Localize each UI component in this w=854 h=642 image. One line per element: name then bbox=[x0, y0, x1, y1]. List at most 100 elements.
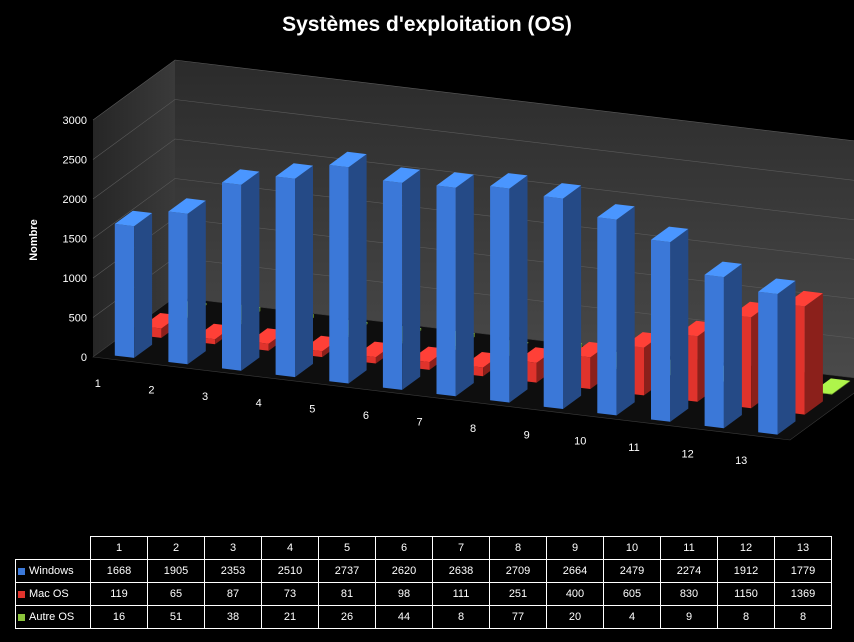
gridline bbox=[92, 138, 854, 221]
table-column-header: 5 bbox=[318, 536, 376, 560]
bar-windows-4 bbox=[275, 163, 313, 378]
table-cell: 77 bbox=[489, 605, 547, 629]
x-tick-label: 3 bbox=[202, 391, 208, 403]
table-cell: 8 bbox=[774, 605, 832, 629]
table-row-header: Autre OS bbox=[15, 605, 91, 629]
bar-windows-11 bbox=[651, 226, 689, 422]
table-cell: 2353 bbox=[204, 559, 262, 583]
bar-side bbox=[777, 280, 796, 435]
x-tick-label: 7 bbox=[416, 417, 422, 429]
table-cell: 51 bbox=[147, 605, 205, 629]
table-cell: 38 bbox=[204, 605, 262, 629]
table-row: Mac OS 119 65 87 73 81 98 111 251 400 605 830 1150 13… bbox=[15, 582, 832, 606]
table-cell: 8 bbox=[717, 605, 775, 629]
table-cell: 81 bbox=[318, 582, 376, 606]
table-cell: 1779 bbox=[774, 559, 832, 583]
bar-windows-12 bbox=[704, 261, 742, 429]
bar-windows-2 bbox=[168, 198, 206, 365]
data-table: 1 2 3 4 5 6 7 8 9 10 11 12 13 Windows 1668 1905 2353 2510… bbox=[15, 536, 832, 629]
bar-top bbox=[222, 169, 260, 185]
table-cell: 65 bbox=[147, 582, 205, 606]
bar-front bbox=[597, 217, 617, 416]
bar-top bbox=[543, 183, 582, 199]
bar-windows-8 bbox=[490, 173, 528, 403]
table-cell: 26 bbox=[318, 605, 376, 629]
bar-side bbox=[616, 206, 635, 416]
table-column-header: 1 bbox=[90, 536, 148, 560]
table-column-header: 6 bbox=[375, 536, 433, 560]
bar-windows-1 bbox=[114, 210, 153, 358]
table-corner bbox=[16, 537, 91, 560]
bar-top bbox=[651, 226, 689, 243]
table-column-header: 11 bbox=[660, 536, 718, 560]
table-row-header: Windows bbox=[15, 559, 91, 583]
bar-side bbox=[509, 175, 528, 403]
table-column-header: 10 bbox=[603, 536, 661, 560]
bar-top bbox=[436, 172, 474, 188]
chart-title: Systèmes d'exploitation (OS) bbox=[282, 13, 572, 36]
bar-side bbox=[563, 185, 582, 409]
table-cell: 2479 bbox=[603, 559, 661, 583]
bar-front bbox=[382, 180, 403, 390]
bar-windows-9 bbox=[543, 183, 582, 409]
table-cell: 251 bbox=[489, 582, 547, 606]
bar-side bbox=[187, 200, 206, 365]
legend-swatch bbox=[18, 613, 25, 621]
table-cell: 830 bbox=[660, 582, 718, 606]
table-row: Autre OS 16 51 38 21 26 44 8 77 20 4 9 8 8 bbox=[15, 605, 832, 629]
bar-front bbox=[329, 165, 349, 384]
table-column-header: 13 bbox=[774, 536, 832, 560]
table-cell: 20 bbox=[546, 605, 604, 629]
x-tick-label: 13 bbox=[735, 455, 747, 467]
bar-side bbox=[402, 169, 421, 390]
bar-side bbox=[670, 228, 689, 422]
legend-swatch bbox=[18, 590, 25, 598]
table-column-header: 3 bbox=[204, 536, 262, 560]
table-row: Windows 1668 1905 2353 2510 2737 2620 2638 2709 2… bbox=[15, 559, 832, 583]
bar-side bbox=[832, 380, 851, 395]
table-cell: 119 bbox=[90, 582, 148, 606]
table-column-header: 8 bbox=[489, 536, 547, 560]
bar-top bbox=[758, 278, 796, 294]
bar-front bbox=[651, 239, 671, 422]
table-column-header: 2 bbox=[147, 536, 205, 560]
bar-side bbox=[134, 213, 153, 358]
table-row-header: Mac OS bbox=[15, 582, 91, 606]
table-cell: 605 bbox=[603, 582, 661, 606]
series-name: Autre OS bbox=[29, 611, 75, 623]
bar-top bbox=[597, 204, 635, 220]
table-column-header: 12 bbox=[717, 536, 775, 560]
x-tick-label: 4 bbox=[256, 397, 262, 409]
gridline bbox=[92, 59, 854, 142]
bar-top bbox=[382, 167, 421, 183]
y-tick-label: 1000 bbox=[63, 273, 87, 285]
table-cell: 8 bbox=[432, 605, 490, 629]
x-tick-label: 9 bbox=[524, 429, 530, 441]
bar-side bbox=[348, 154, 367, 384]
x-tick-label: 1 bbox=[95, 378, 101, 390]
table-cell: 111 bbox=[432, 582, 490, 606]
y-tick-label: 2000 bbox=[63, 194, 87, 206]
bar-side bbox=[295, 165, 313, 378]
x-tick-label: 5 bbox=[309, 404, 315, 416]
x-tick-label: 2 bbox=[148, 385, 154, 397]
table-cell: 2274 bbox=[660, 559, 718, 583]
series-name: Mac OS bbox=[29, 588, 69, 600]
y-tick-label: 0 bbox=[81, 352, 87, 364]
bar-windows-10 bbox=[597, 204, 635, 416]
gridline bbox=[92, 178, 854, 260]
x-tick-label: 12 bbox=[681, 448, 693, 460]
x-tick-label: 8 bbox=[470, 423, 476, 435]
table-cell: 21 bbox=[261, 605, 319, 629]
bar-front bbox=[543, 196, 563, 409]
bar-top bbox=[114, 210, 153, 227]
table-cell: 1912 bbox=[717, 559, 775, 583]
table-cell: 2620 bbox=[375, 559, 433, 583]
table-cell: 2737 bbox=[318, 559, 376, 583]
x-tick-label: 10 bbox=[574, 436, 586, 448]
table-cell: 2709 bbox=[489, 559, 547, 583]
bar-windows-5 bbox=[329, 151, 367, 384]
table-cell: 1150 bbox=[717, 582, 775, 606]
bar-side bbox=[241, 171, 260, 371]
table-cell: 98 bbox=[375, 582, 433, 606]
